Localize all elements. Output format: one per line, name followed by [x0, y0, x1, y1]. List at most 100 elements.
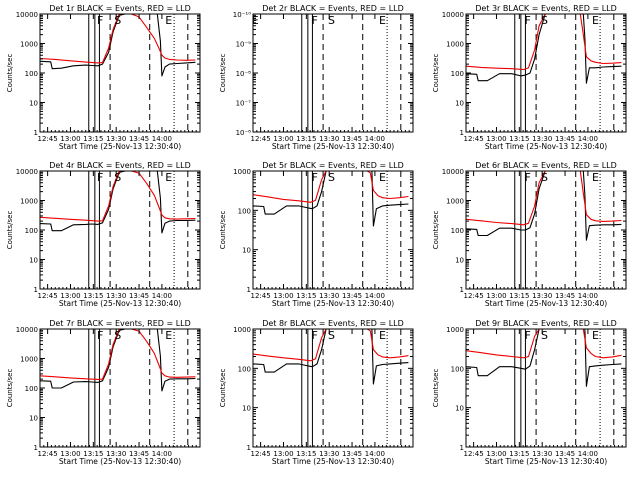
- series-line-events: [40, 171, 196, 234]
- series-line-events: [466, 329, 622, 387]
- marker-label: F: [312, 14, 318, 27]
- marker-label: E: [379, 171, 386, 184]
- x-tick-label: 12:45: [464, 292, 484, 300]
- marker-label: F: [97, 329, 103, 342]
- chart-title: Det 7r BLACK = Events, RED = LLD: [49, 319, 191, 328]
- x-tick-label: 13:00: [273, 135, 293, 143]
- x-tick-label: 14:00: [152, 450, 172, 458]
- y-tick-label: 10: [29, 415, 38, 423]
- x-tick-label: 14:00: [365, 292, 385, 300]
- x-tick-label: 13:30: [106, 135, 126, 143]
- x-axis-title: Start Time (25-Nov-13 12:30:40): [272, 142, 394, 151]
- marker-label: E: [165, 14, 172, 27]
- chart-title: Det 3r BLACK = Events, RED = LLD: [475, 4, 617, 13]
- x-tick-label: 13:30: [106, 292, 126, 300]
- y-tick-label: 10: [455, 405, 464, 413]
- y-tick-label: 10⁻⁸: [236, 70, 252, 78]
- marker-label: S: [541, 329, 548, 342]
- marker-label: S: [328, 14, 335, 27]
- series-line-events: [40, 329, 196, 392]
- x-tick-label: 12:45: [38, 450, 58, 458]
- x-tick-label: 14:00: [578, 135, 598, 143]
- x-tick-label: 13:15: [83, 292, 103, 300]
- x-tick-label: 14:00: [152, 135, 172, 143]
- x-tick-label: 14:00: [578, 450, 598, 458]
- x-tick-label: 13:45: [129, 450, 149, 458]
- y-tick-label: 1: [460, 444, 464, 452]
- marker-label: S: [114, 171, 121, 184]
- y-tick-label: 10⁻⁹: [236, 41, 252, 49]
- marker-label: E: [379, 14, 386, 27]
- y-tick-label: 10000: [16, 326, 38, 334]
- series-group: [466, 14, 622, 84]
- chart-title: Det 6r BLACK = Events, RED = LLD: [475, 161, 617, 170]
- x-tick-label: 12:45: [38, 135, 58, 143]
- x-axis-title: Start Time (25-Nov-13 12:30:40): [485, 142, 607, 151]
- series-line-lld: [40, 171, 196, 222]
- series-line-lld: [40, 14, 196, 64]
- series-line-lld: [40, 329, 196, 380]
- y-tick-label: 100: [25, 227, 38, 235]
- y-axis-title: Counts/sec: [219, 211, 227, 250]
- x-tick-label: 14:00: [152, 292, 172, 300]
- series-line-events: [466, 14, 622, 84]
- x-tick-label: 14:00: [365, 135, 385, 143]
- series-line-events: [253, 329, 409, 385]
- series-line-lld: [466, 171, 622, 226]
- series-line-lld: [466, 329, 622, 359]
- y-tick-label: 10⁻⁷: [236, 100, 252, 108]
- series-line-events: [466, 171, 622, 241]
- y-tick-label: 10000: [442, 11, 464, 19]
- marker-label: S: [328, 329, 335, 342]
- x-tick-label: 13:15: [296, 135, 316, 143]
- y-tick-label: 10: [242, 247, 251, 255]
- x-axis-title: Start Time (25-Nov-13 12:30:40): [59, 457, 181, 466]
- series-line-lld: [466, 14, 622, 71]
- x-tick-label: 13:30: [319, 292, 339, 300]
- y-tick-label: 10: [242, 405, 251, 413]
- x-tick-label: 13:00: [273, 292, 293, 300]
- y-tick-label: 1: [247, 444, 251, 452]
- x-tick-label: 13:30: [319, 135, 339, 143]
- y-axis-title: Counts/sec: [432, 211, 440, 250]
- chart-title: Det 9r BLACK = Events, RED = LLD: [475, 319, 617, 328]
- y-tick-label: 100: [451, 365, 464, 373]
- x-tick-label: 13:00: [273, 450, 293, 458]
- x-tick-label: 13:15: [509, 292, 529, 300]
- x-tick-label: 12:45: [464, 450, 484, 458]
- y-tick-label: 1000: [20, 198, 38, 206]
- y-tick-label: 1: [34, 129, 38, 137]
- marker-label: F: [525, 329, 531, 342]
- x-axis-title: Start Time (25-Nov-13 12:30:40): [59, 299, 181, 308]
- x-tick-label: 13:45: [555, 292, 575, 300]
- x-tick-label: 13:00: [486, 292, 506, 300]
- y-tick-label: 1000: [446, 198, 464, 206]
- x-axis-title: Start Time (25-Nov-13 12:30:40): [59, 142, 181, 151]
- x-tick-label: 13:15: [296, 292, 316, 300]
- y-axis-title: Counts/sec: [219, 54, 227, 93]
- x-tick-label: 13:15: [509, 450, 529, 458]
- series-group: [40, 14, 196, 77]
- x-axis-title: Start Time (25-Nov-13 12:30:40): [485, 457, 607, 466]
- y-axis-title: Counts/sec: [432, 54, 440, 93]
- marker-label: F: [97, 14, 103, 27]
- x-tick-label: 13:30: [319, 450, 339, 458]
- x-tick-label: 13:00: [486, 135, 506, 143]
- y-tick-label: 1: [34, 444, 38, 452]
- series-group: [253, 329, 409, 385]
- x-tick-label: 13:15: [509, 135, 529, 143]
- x-tick-label: 13:15: [83, 135, 103, 143]
- y-tick-label: 10: [29, 257, 38, 265]
- x-tick-label: 13:15: [296, 450, 316, 458]
- marker-label: S: [541, 171, 548, 184]
- marker-label: E: [592, 14, 599, 27]
- y-tick-label: 10000: [442, 168, 464, 176]
- x-axis-title: Start Time (25-Nov-13 12:30:40): [272, 457, 394, 466]
- series-group: [40, 171, 196, 234]
- y-tick-label: 1: [247, 286, 251, 294]
